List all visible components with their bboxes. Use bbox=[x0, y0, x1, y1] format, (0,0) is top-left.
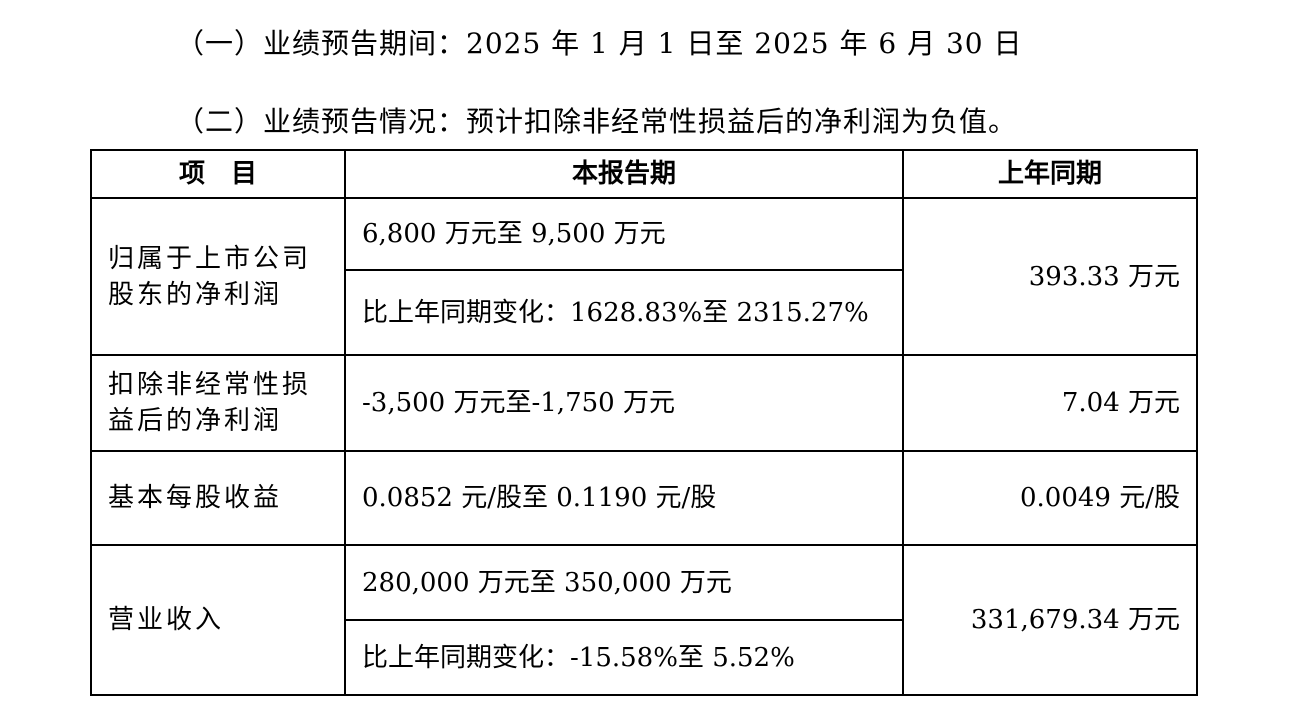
table-row: 基本每股收益 0.0852 元/股至 0.1190 元/股 0.0049 元/股 bbox=[90, 450, 1198, 546]
net-profit-excl-prior: 7.04 万元 bbox=[902, 354, 1198, 452]
item-eps: 基本每股收益 bbox=[90, 450, 346, 546]
forecast-status-line: （二）业绩预告情况：预计扣除非经常性损益后的净利润为负值。 bbox=[176, 105, 1018, 138]
header-item: 项 目 bbox=[90, 149, 346, 199]
revenue-change: 比上年同期变化：-15.58%至 5.52% bbox=[344, 619, 904, 696]
revenue-current-range: 280,000 万元至 350,000 万元 bbox=[344, 544, 904, 621]
forecast-period-line: （一）业绩预告期间：2025 年 1 月 1 日至 2025 年 6 月 30 … bbox=[176, 27, 1023, 60]
item-net-profit: 归属于上市公司股东的净利润 bbox=[90, 197, 346, 356]
table-row: 营业收入 280,000 万元至 350,000 万元 331,679.34 万… bbox=[90, 544, 1198, 696]
table-header-row: 项 目 本报告期 上年同期 bbox=[90, 149, 1198, 199]
header-prior-period: 上年同期 bbox=[902, 149, 1198, 199]
header-current-period: 本报告期 bbox=[344, 149, 904, 199]
table-row: 比上年同期变化：1628.83%至 2315.27% bbox=[91, 269, 1197, 356]
table-row: 归属于上市公司股东的净利润 6,800 万元至 9,500 万元 393.33 … bbox=[90, 197, 1198, 356]
eps-prior: 0.0049 元/股 bbox=[902, 450, 1198, 546]
eps-current-range: 0.0852 元/股至 0.1190 元/股 bbox=[344, 450, 904, 546]
table-row: 比上年同期变化：-15.58%至 5.52% bbox=[91, 619, 1197, 696]
forecast-table: 项 目 本报告期 上年同期 归属于上市公司股东的净利润 6,800 万元至 9,… bbox=[90, 149, 1198, 696]
item-revenue: 营业收入 bbox=[90, 544, 346, 696]
net-profit-current-range: 6,800 万元至 9,500 万元 bbox=[344, 197, 904, 271]
table-row: 扣除非经常性损益后的净利润 -3,500 万元至-1,750 万元 7.04 万… bbox=[90, 354, 1198, 452]
item-net-profit-excl: 扣除非经常性损益后的净利润 bbox=[90, 354, 346, 452]
revenue-prior: 331,679.34 万元 bbox=[902, 544, 1198, 696]
net-profit-change: 比上年同期变化：1628.83%至 2315.27% bbox=[344, 269, 904, 356]
net-profit-excl-current-range: -3,500 万元至-1,750 万元 bbox=[344, 354, 904, 452]
net-profit-prior: 393.33 万元 bbox=[902, 197, 1198, 356]
